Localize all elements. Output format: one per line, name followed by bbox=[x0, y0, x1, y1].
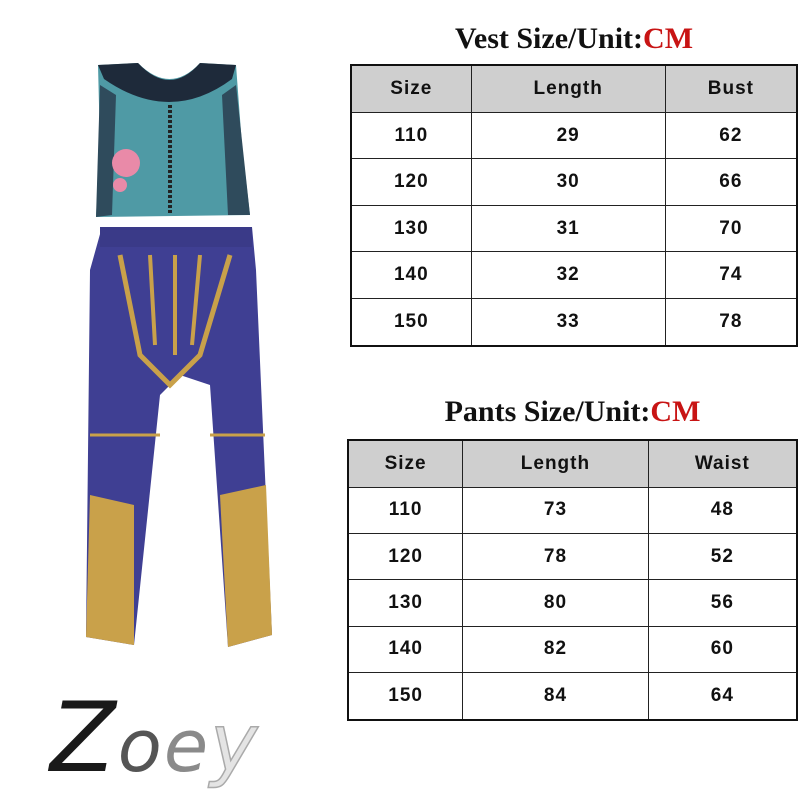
pants-unit: CM bbox=[650, 395, 701, 428]
pants-size-table: Size Length Waist 110 73 48 120 78 52 130 80 5… bbox=[347, 439, 798, 721]
cell-size: 130 bbox=[350, 204, 472, 253]
header-size: Size bbox=[347, 439, 464, 488]
header-size: Size bbox=[350, 64, 472, 113]
cell-length: 32 bbox=[470, 251, 666, 299]
cell-length: 84 bbox=[462, 672, 649, 721]
table-row: 150 33 78 bbox=[350, 297, 798, 347]
cell-length: 30 bbox=[470, 158, 666, 206]
cell-size: 140 bbox=[347, 625, 464, 674]
cell-waist: 56 bbox=[647, 579, 798, 627]
table-row: 130 31 70 bbox=[350, 204, 798, 253]
vest-image bbox=[96, 63, 250, 217]
cell-length: 31 bbox=[470, 204, 666, 253]
vest-title: Vest Size/Unit:CM bbox=[350, 22, 798, 56]
logo-letter: o bbox=[117, 704, 164, 788]
cell-length: 78 bbox=[462, 533, 649, 581]
cell-length: 33 bbox=[470, 297, 666, 347]
cell-size: 150 bbox=[350, 297, 472, 347]
pants-title-text: Pants Size/Unit: bbox=[444, 395, 651, 428]
logo-letter: y bbox=[209, 696, 260, 791]
table-row: 110 29 62 bbox=[350, 111, 798, 160]
table-row: 110 73 48 bbox=[347, 486, 798, 535]
cell-size: 140 bbox=[350, 251, 472, 299]
vest-size-table: Size Length Bust 110 29 62 120 30 66 130 31 70… bbox=[350, 64, 798, 347]
cell-waist: 48 bbox=[647, 486, 798, 535]
cell-waist: 52 bbox=[647, 533, 798, 581]
table-header-row: Size Length Waist bbox=[347, 439, 798, 488]
vest-title-text: Vest Size/Unit: bbox=[454, 22, 644, 55]
cell-size: 110 bbox=[347, 486, 464, 535]
cell-length: 80 bbox=[462, 579, 649, 627]
logo-letter: Z bbox=[50, 682, 118, 794]
table-row: 130 80 56 bbox=[347, 579, 798, 627]
header-length: Length bbox=[462, 439, 649, 488]
cell-size: 110 bbox=[350, 111, 472, 160]
table-row: 140 82 60 bbox=[347, 625, 798, 674]
cell-length: 73 bbox=[462, 486, 649, 535]
cell-size: 120 bbox=[347, 533, 464, 581]
cell-bust: 78 bbox=[664, 297, 798, 347]
cell-bust: 66 bbox=[664, 158, 798, 206]
table-header-row: Size Length Bust bbox=[350, 64, 798, 113]
zoey-logo: Zoey bbox=[50, 682, 259, 794]
costume-photo bbox=[86, 63, 272, 647]
vest-unit: CM bbox=[643, 22, 694, 55]
table-row: 140 32 74 bbox=[350, 251, 798, 299]
header-bust: Bust bbox=[664, 64, 798, 113]
cell-bust: 70 bbox=[664, 204, 798, 253]
cell-bust: 62 bbox=[664, 111, 798, 160]
header-length: Length bbox=[470, 64, 666, 113]
header-waist: Waist bbox=[647, 439, 798, 488]
cell-waist: 60 bbox=[647, 625, 798, 674]
logo-letter: e bbox=[163, 704, 211, 788]
table-row: 120 30 66 bbox=[350, 158, 798, 206]
cell-size: 120 bbox=[350, 158, 472, 206]
table-row: 150 84 64 bbox=[347, 672, 798, 721]
cell-length: 29 bbox=[470, 111, 666, 160]
cell-size: 150 bbox=[347, 672, 464, 721]
cell-waist: 64 bbox=[647, 672, 798, 721]
cell-size: 130 bbox=[347, 579, 464, 627]
pants-title: Pants Size/Unit:CM bbox=[347, 395, 798, 429]
cell-bust: 74 bbox=[664, 251, 798, 299]
pants-image bbox=[86, 227, 272, 647]
cell-length: 82 bbox=[462, 625, 649, 674]
table-row: 120 78 52 bbox=[347, 533, 798, 581]
